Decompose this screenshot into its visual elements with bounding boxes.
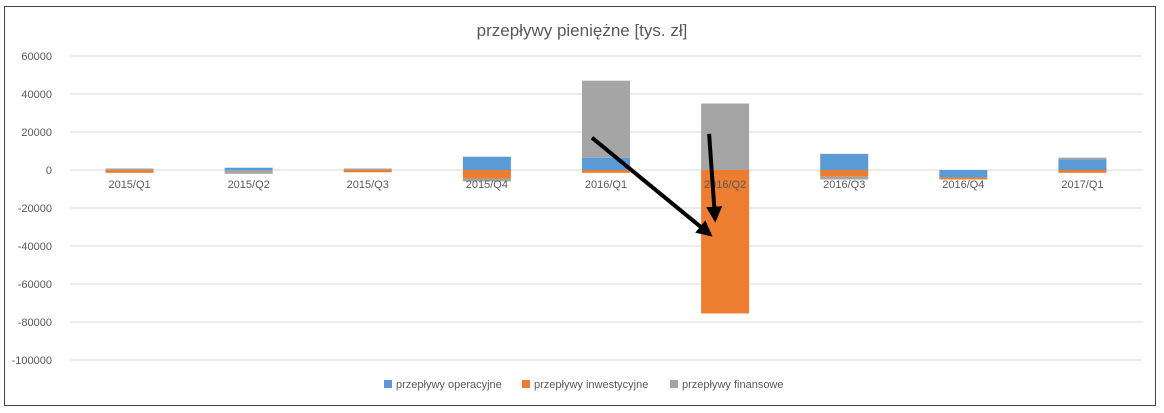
bar-segment: [1058, 157, 1107, 160]
y-tick-label: 0: [46, 165, 52, 177]
y-tick-label: -80000: [18, 317, 52, 329]
bar-segment: [462, 170, 511, 179]
legend-entry: przepływy inwestycyjne: [522, 379, 648, 391]
bar-segment: [1058, 170, 1107, 173]
chart-title: przepływy pieniężne [tys. zł]: [477, 21, 688, 40]
y-tick-label: 60000: [21, 51, 52, 63]
bars: [105, 80, 1107, 314]
bar-segment: [105, 170, 154, 173]
annotation-arrow: [706, 133, 723, 223]
bar-segment: [462, 178, 511, 182]
y-tick-label: -100000: [12, 355, 52, 367]
y-tick-label: 20000: [21, 127, 52, 139]
bar-segment: [820, 176, 869, 180]
legend-label: przepływy finansowe: [682, 379, 784, 391]
legend-label: przepływy operacyjne: [396, 379, 502, 391]
x-tick-label: 2016/Q2: [704, 179, 746, 191]
bar-segment: [820, 153, 869, 170]
annotation-arrow: [590, 136, 713, 237]
y-tick-label: -40000: [18, 241, 52, 253]
x-tick-label: 2015/Q1: [108, 179, 150, 191]
legend-swatch: [670, 380, 678, 388]
bar-segment: [343, 170, 392, 173]
bar-segment: [224, 167, 273, 170]
bar-segment: [939, 177, 988, 180]
legend-entry: przepływy finansowe: [670, 379, 784, 391]
x-tick-label: 2016/Q1: [585, 179, 627, 191]
legend: przepływy operacyjne przepływy inwestycyj…: [384, 379, 784, 391]
y-tick-label: -20000: [18, 203, 52, 215]
bar-segment: [462, 156, 511, 170]
arrows: [590, 133, 723, 237]
x-tick-label: 2016/Q3: [823, 179, 865, 191]
x-tick-label: 2015/Q3: [347, 179, 389, 191]
x-tick-label: 2015/Q4: [466, 179, 508, 191]
legend-entry: przepływy operacyjne: [384, 379, 502, 391]
bar-segment: [105, 168, 154, 170]
x-axis-ticks: 2015/Q1 2015/Q2 2015/Q3 2015/Q4 2016/Q1 2016/…: [108, 179, 1103, 191]
legend-swatch: [384, 380, 392, 388]
bar-segment: [343, 168, 392, 170]
legend-label: przepływy inwestycyjne: [534, 379, 648, 391]
x-tick-label: 2015/Q2: [228, 179, 270, 191]
bar-segment: [582, 170, 630, 173]
y-axis-ticks: 60000 40000 20000 0 -20000 -40000 -60000 -80000…: [12, 51, 52, 367]
y-tick-label: -60000: [18, 279, 52, 291]
bar-segment: [820, 170, 869, 177]
x-tick-label: 2017/Q1: [1061, 179, 1103, 191]
x-tick-label: 2016/Q4: [942, 179, 984, 191]
bar-segment: [1058, 159, 1107, 170]
chart-border: [4, 6, 1156, 406]
bar-segment: [939, 170, 988, 178]
bar-segment: [701, 170, 750, 314]
bar-segment: [582, 80, 630, 158]
y-tick-label: 40000: [21, 89, 52, 101]
legend-swatch: [522, 380, 530, 388]
bar-segment: [224, 170, 273, 174]
